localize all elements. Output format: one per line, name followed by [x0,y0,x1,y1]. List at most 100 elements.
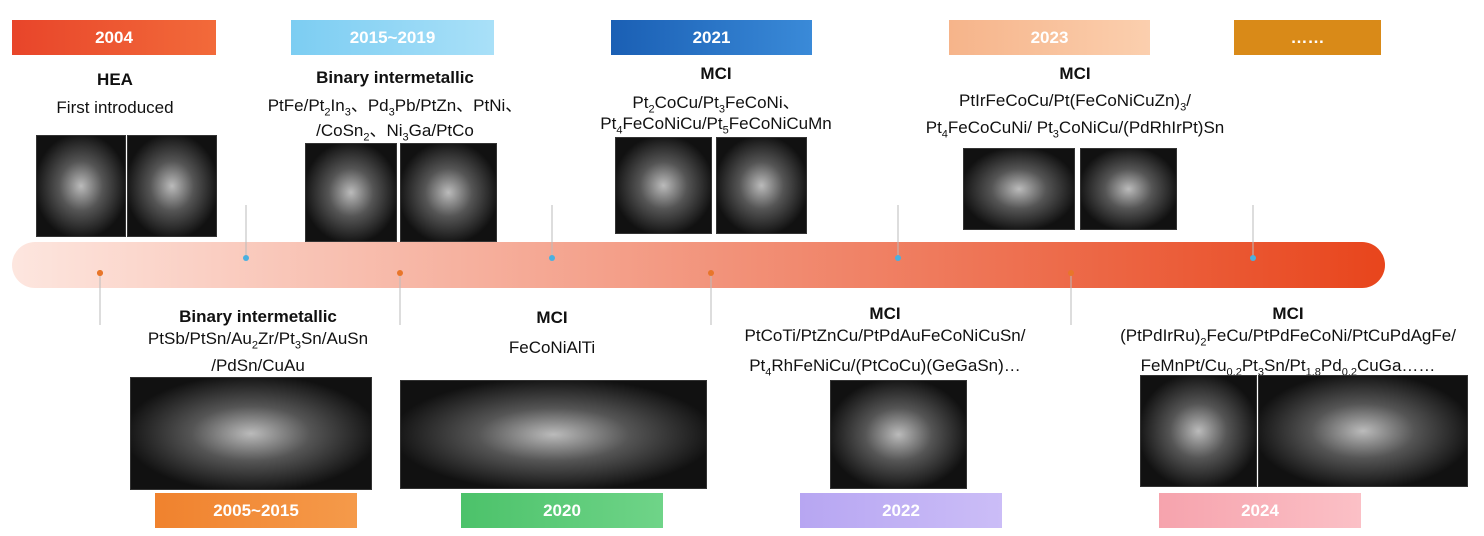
year-label: …… [1234,20,1381,55]
timeline-bar [12,242,1385,288]
text-run: Pt [925,118,942,137]
heading: MCI [1059,64,1091,83]
micrograph [130,377,372,490]
text-run: Zr/Pt [258,329,295,348]
year-label: 2021 [611,20,812,55]
subscript: 2 [1200,336,1207,349]
dot [97,270,103,276]
text-run: Sn/Pt [1264,356,1306,375]
text-run: FeCoCuNi/ Pt [947,118,1053,137]
text-run: Pt [600,114,617,133]
text-run: /CoSn [316,121,364,140]
micrograph [716,137,807,234]
text-run: PtFe/Pt [267,96,325,115]
dot [549,255,555,261]
year-label: 2020 [461,493,663,528]
subscript: 3 [344,106,351,119]
dot [243,255,249,261]
text-run: / [1186,91,1191,110]
text-run: PtCoTi/PtZnCu/PtPdAuFeCoNiCuSn/ [744,326,1026,345]
micrograph [127,135,217,237]
year-label: 2004 [12,20,216,55]
year-label: 2005~2015 [155,493,357,528]
micrograph [305,143,397,242]
micrograph [830,380,967,489]
micrograph [615,137,712,234]
text-run: Pt [1241,356,1258,375]
heading: Binary intermetallic [179,307,337,326]
subscript: 2 [324,106,331,119]
text-run: RhFeNiCu/(PtCoCu)(GeGaSn)… [771,356,1021,375]
text-run: Pb/PtZn、PtNi、 [394,96,523,115]
text-run: /PdSn/CuAu [211,356,305,375]
text-run: Pd [1320,356,1342,375]
subscript: 4 [765,366,772,379]
text-run: CoCu/Pt [654,93,719,112]
micrograph [400,143,497,242]
heading: MCI [869,304,901,323]
formula-line: FeCoNiAlTi [342,338,762,358]
heading: MCI [536,308,568,327]
subscript: 2 [251,339,258,352]
formula-line: Pt2CoCu/Pt3FeCoNi、 [506,88,926,115]
year-label: 2024 [1159,493,1361,528]
formula-line: PtSb/PtSn/Au2Zr/Pt3Sn/AuSn [48,329,468,351]
dot [397,270,403,276]
text-run: Pt [749,356,766,375]
text-run: FeMnPt/Cu [1140,356,1227,375]
text-run: CoNiCu/(PdRhIrPt)Sn [1058,118,1225,137]
micrograph [400,380,707,489]
subscript: 4 [941,128,948,141]
text-run: Ga/PtCo [408,121,474,140]
text-run: In [330,96,345,115]
formula-line: (PtPdIrRu)2FeCu/PtPdFeCoNi/PtCuPdAgFe/ [1078,326,1484,348]
dot [1068,270,1074,276]
text-run: Sn/AuSn [300,329,369,348]
subscript: 3 [1180,101,1187,114]
year-label: 2022 [800,493,1002,528]
heading: MCI [700,64,732,83]
formula-line: /CoSn2、Ni3Ga/PtCo [185,116,605,143]
subscript: 3 [1257,366,1265,379]
dot [1250,255,1256,261]
micrograph [963,148,1075,230]
heading: Binary intermetallic [316,68,474,87]
text-run: FeCoNi、 [724,93,800,112]
subscript: 3 [1052,128,1059,141]
text-run: (PtPdIrRu) [1120,326,1201,345]
micrograph [36,135,126,237]
micrograph [1080,148,1177,230]
subscript: 4 [616,124,623,137]
formula-line: PtFe/Pt2In3、Pd3Pb/PtZn、PtNi、 [185,91,605,118]
micrograph [1258,375,1468,487]
formula-line: FeMnPt/Cu0.2Pt3Sn/Pt1.8Pd0.2CuGa…… [1078,356,1484,378]
text-run: First introduced [56,98,174,117]
dot [708,270,714,276]
formula-line: First introduced [0,98,325,118]
formula-line: Pt4FeCoCuNi/ Pt3CoNiCu/(PdRhIrPt)Sn [865,118,1285,140]
subscript: 3 [294,339,301,352]
formula-line: Pt4RhFeNiCu/(PtCoCu)(GeGaSn)… [675,356,1095,378]
micrograph [1140,375,1257,487]
text-run: FeCu/PtPdFeCoNi/PtCuPdAgFe/ [1206,326,1456,345]
text-run: PtIrFeCoCu/Pt(FeCoNiCuZn) [959,91,1181,110]
formula-line: PtCoTi/PtZnCu/PtPdAuFeCoNiCuSn/ [675,326,1095,346]
text-run: Pt [632,93,649,112]
text-run: FeCoNiAlTi [508,338,596,357]
formula-line: PtIrFeCoCu/Pt(FeCoNiCuZn)3/ [865,91,1285,113]
subscript: 3 [718,103,725,116]
year-label: 2015~2019 [291,20,494,55]
formula-line: Pt4FeCoNiCu/Pt5FeCoNiCuMn [506,114,926,136]
subscript: 2 [363,131,370,144]
year-label: 2023 [949,20,1150,55]
formula-line: /PdSn/CuAu [48,356,468,376]
text-run: 、Pd [350,96,389,115]
text-run: CuGa…… [1357,356,1436,375]
subscript: 3 [388,106,395,119]
text-run: FeCoNiCu/Pt [622,114,723,133]
text-run: 、Ni [369,121,403,140]
dot [895,255,901,261]
subscript: 5 [722,124,729,137]
